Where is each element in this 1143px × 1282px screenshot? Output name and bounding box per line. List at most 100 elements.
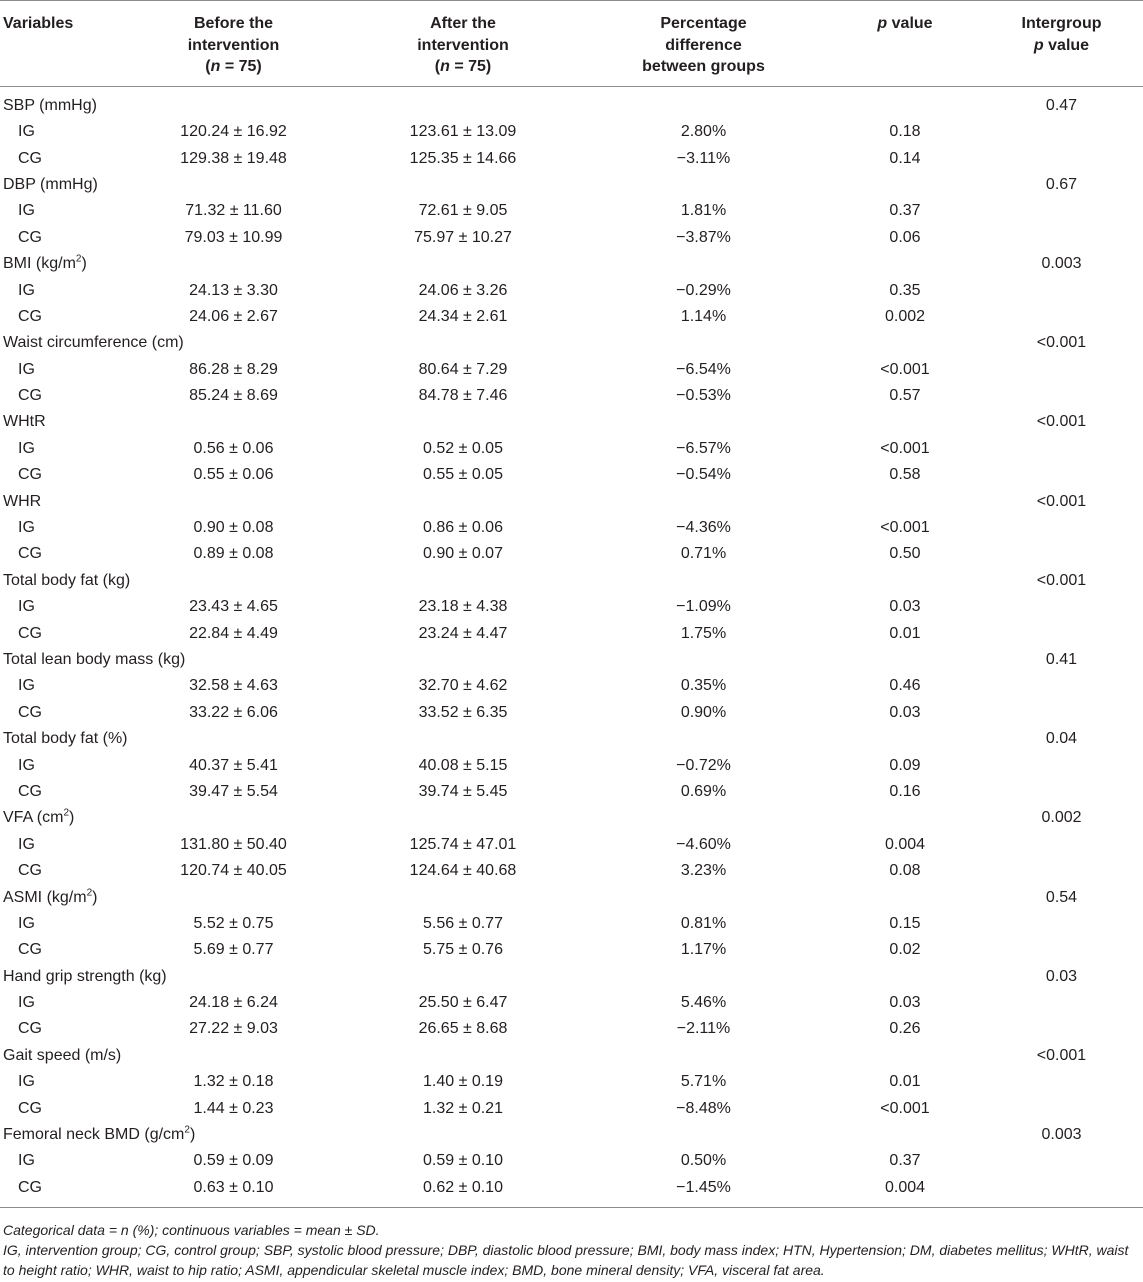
- table-row: CG 27.22 ± 9.03 26.65 ± 8.68 −2.11% 0.26: [0, 1016, 1143, 1042]
- table-row: IG 1.32 ± 0.18 1.40 ± 0.19 5.71% 0.01: [0, 1069, 1143, 1095]
- before-cell: 32.58 ± 4.63: [189, 677, 278, 695]
- after-cell: 24.06 ± 3.26: [418, 281, 508, 299]
- table-row: CG 0.63 ± 0.10 0.62 ± 0.10 −1.45% 0.004: [0, 1175, 1143, 1208]
- superscript: 2: [86, 887, 93, 899]
- intergroup-p-cell: [980, 911, 1143, 937]
- before-cell: 27.22 ± 9.03: [189, 1020, 278, 1038]
- group-label: IG: [18, 835, 35, 853]
- variable-name: Femoral neck BMD (g/cm: [3, 1126, 185, 1144]
- intergroup-p-cell: 0.002: [1041, 809, 1082, 827]
- intergroup-p-cell: [980, 225, 1143, 251]
- percentage-cell: −1.09%: [676, 598, 731, 616]
- intergroup-p-cell: 0.54: [1045, 888, 1078, 906]
- percentage-cell: −2.11%: [676, 1020, 731, 1038]
- variable-name: Total body fat (%): [3, 730, 128, 748]
- p-value-cell: 0.03: [889, 598, 921, 616]
- header-before: Before the intervention (n = 75): [187, 15, 280, 75]
- percentage-cell: −4.60%: [676, 835, 731, 853]
- percentage-cell: 0.81%: [680, 914, 727, 932]
- before-cell: 0.89 ± 0.08: [193, 545, 274, 563]
- p-value-cell: <0.001: [880, 519, 930, 537]
- group-label: CG: [18, 228, 42, 246]
- intergroup-p-cell: [980, 462, 1143, 488]
- variable-row: Femoral neck BMD (g/cm2) 0.003: [0, 1122, 1143, 1148]
- group-label: IG: [18, 994, 35, 1012]
- after-cell: 124.64 ± 40.68: [409, 862, 517, 880]
- variable-row: Waist circumference (cm) <0.001: [0, 330, 1143, 356]
- group-label: IG: [18, 598, 35, 616]
- before-cell: 24.06 ± 2.67: [189, 307, 278, 325]
- before-cell: 40.37 ± 5.41: [189, 756, 278, 774]
- group-label: IG: [18, 281, 35, 299]
- p-value-cell: 0.57: [889, 387, 921, 405]
- intergroup-p-cell: [980, 1148, 1143, 1174]
- group-label: IG: [18, 1073, 35, 1091]
- variable-name: ASMI (kg/m: [3, 888, 87, 906]
- variable-name: Gait speed (m/s): [3, 1046, 122, 1064]
- intergroup-p-cell: [980, 858, 1143, 884]
- before-cell: 0.59 ± 0.09: [193, 1152, 274, 1170]
- after-cell: 0.62 ± 0.10: [423, 1178, 503, 1196]
- table-row: IG 24.13 ± 3.30 24.06 ± 3.26 −0.29% 0.35: [0, 277, 1143, 303]
- p-value-cell: 0.06: [889, 228, 921, 246]
- after-cell: 1.32 ± 0.21: [423, 1099, 503, 1117]
- percentage-cell: 0.69%: [680, 782, 727, 800]
- before-cell: 39.47 ± 5.54: [189, 782, 278, 800]
- intergroup-p-cell: [980, 304, 1143, 330]
- table-row: IG 131.80 ± 50.40 125.74 ± 47.01 −4.60% 0.00…: [0, 832, 1143, 858]
- variable-name: WHtR: [3, 413, 46, 431]
- intergroup-p-cell: 0.003: [1041, 1126, 1082, 1144]
- intergroup-p-cell: [980, 145, 1143, 171]
- percentage-cell: 1.75%: [680, 624, 727, 642]
- intergroup-p-cell: [980, 1069, 1143, 1095]
- table-row: CG 24.06 ± 2.67 24.34 ± 2.61 1.14% 0.002: [0, 304, 1143, 330]
- variable-row: Hand grip strength (kg) 0.03: [0, 964, 1143, 990]
- table-row: IG 120.24 ± 16.92 123.61 ± 13.09 2.80% 0.18: [0, 119, 1143, 145]
- table-row: IG 0.56 ± 0.06 0.52 ± 0.05 −6.57% <0.001: [0, 436, 1143, 462]
- p-value-cell: 0.26: [889, 1020, 921, 1038]
- intergroup-p-cell: [980, 752, 1143, 778]
- before-cell: 23.43 ± 4.65: [189, 598, 278, 616]
- variable-name: Hand grip strength (kg): [3, 967, 167, 985]
- p-value-cell: 0.03: [889, 994, 921, 1012]
- variable-label: Femoral neck BMD (g/cm2): [0, 1122, 980, 1148]
- header-percentage-difference: Percentage difference between groups: [642, 15, 765, 75]
- before-cell: 22.84 ± 4.49: [189, 624, 278, 642]
- intergroup-p-cell: [980, 594, 1143, 620]
- variable-row: VFA (cm2) 0.002: [0, 805, 1143, 831]
- intergroup-p-cell: [980, 779, 1143, 805]
- group-label: CG: [18, 149, 42, 167]
- percentage-cell: −0.72%: [676, 756, 731, 774]
- variable-label: WHR: [0, 488, 980, 514]
- table-row: CG 39.47 ± 5.54 39.74 ± 5.45 0.69% 0.16: [0, 779, 1143, 805]
- intergroup-p-cell: [980, 1016, 1143, 1042]
- p-value-cell: 0.46: [889, 677, 921, 695]
- group-label: IG: [18, 914, 35, 932]
- table-header: Variables Before the intervention (n = 7…: [0, 0, 1143, 87]
- intergroup-p-cell: [980, 990, 1143, 1016]
- percentage-cell: 0.90%: [680, 703, 727, 721]
- group-label: CG: [18, 1178, 42, 1196]
- after-cell: 26.65 ± 8.68: [418, 1020, 508, 1038]
- variable-row: DBP (mmHg) 0.67: [0, 172, 1143, 198]
- p-value-cell: 0.01: [889, 1073, 921, 1091]
- variable-row: Gait speed (m/s) <0.001: [0, 1043, 1143, 1069]
- after-cell: 40.08 ± 5.15: [418, 756, 508, 774]
- variable-label: Gait speed (m/s): [0, 1043, 980, 1069]
- percentage-cell: −3.11%: [676, 149, 731, 167]
- after-cell: 0.55 ± 0.05: [423, 466, 503, 484]
- percentage-cell: −1.45%: [676, 1178, 731, 1196]
- superscript: 2: [184, 1124, 190, 1136]
- percentage-cell: 5.46%: [680, 994, 727, 1012]
- after-cell: 72.61 ± 9.05: [418, 202, 508, 220]
- variable-name-suffix: ): [69, 809, 75, 827]
- intergroup-p-cell: <0.001: [1036, 334, 1087, 352]
- variable-row: ASMI (kg/m2) 0.54: [0, 884, 1143, 910]
- percentage-cell: −6.57%: [676, 439, 731, 457]
- table-row: CG 0.55 ± 0.06 0.55 ± 0.05 −0.54% 0.58: [0, 462, 1143, 488]
- before-cell: 24.13 ± 3.30: [189, 281, 278, 299]
- after-cell: 23.18 ± 4.38: [418, 598, 508, 616]
- group-label: CG: [18, 387, 42, 405]
- group-label: IG: [18, 439, 35, 457]
- variable-name-suffix: ): [81, 255, 87, 273]
